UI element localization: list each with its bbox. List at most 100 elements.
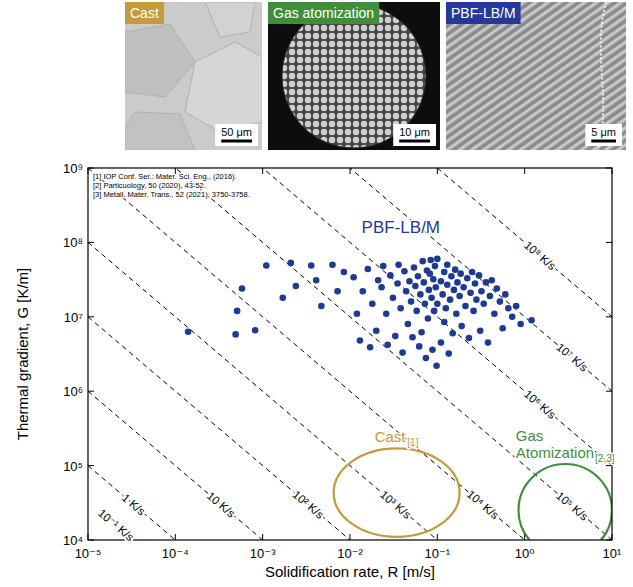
- panel-label: Gas atomization: [273, 5, 374, 21]
- tick-label: 10⁹: [63, 161, 83, 176]
- region-label: Gas: [516, 427, 544, 444]
- tick-label: 10⁻⁵: [75, 546, 102, 561]
- data-point: [434, 256, 441, 263]
- tick: [350, 168, 351, 174]
- grain: [185, 42, 262, 132]
- data-point: [439, 291, 446, 298]
- data-point: [432, 284, 439, 291]
- data-point: [509, 314, 516, 321]
- data-point: [476, 272, 483, 279]
- data-point: [405, 321, 412, 328]
- plot-frame: [88, 168, 612, 540]
- data-point: [239, 285, 246, 292]
- data-point: [329, 261, 336, 268]
- data-point: [418, 329, 425, 336]
- data-point: [427, 270, 434, 277]
- data-point: [403, 288, 410, 295]
- tick-label: 10¹: [603, 546, 622, 561]
- panel-label-box: [268, 2, 379, 24]
- data-point: [384, 342, 391, 349]
- data-point: [406, 278, 413, 285]
- data-point: [375, 277, 382, 284]
- data-point: [473, 296, 480, 303]
- isoline: [88, 168, 612, 540]
- tick: [175, 534, 176, 540]
- data-point: [466, 335, 473, 342]
- data-point: [380, 263, 387, 270]
- reference: [3] Metall. Mater. Trans., 52 (2021), 37…: [93, 190, 250, 199]
- scale-bar: [221, 140, 252, 143]
- micrograph-bg: [268, 2, 440, 150]
- tick: [606, 168, 612, 169]
- data-point: [392, 333, 399, 340]
- data-point: [252, 327, 259, 334]
- grain: [125, 112, 195, 150]
- tick: [606, 316, 612, 317]
- scale-bar-box: [215, 124, 258, 146]
- data-point: [477, 327, 484, 334]
- data-point: [452, 266, 459, 273]
- data-point: [460, 284, 467, 291]
- panel-label: PBF-LB/M: [451, 5, 516, 21]
- tick-label: 10⁻²: [337, 546, 363, 561]
- data-point: [454, 279, 461, 286]
- data-point: [279, 295, 286, 302]
- data-point: [483, 279, 490, 286]
- plot-area: [88, 168, 612, 540]
- data-point: [464, 275, 471, 282]
- micrograph: [125, 2, 262, 150]
- data-point: [467, 290, 474, 297]
- data-point: [429, 347, 436, 354]
- grain: [125, 24, 195, 97]
- data-point: [288, 260, 295, 267]
- data-point: [438, 278, 445, 285]
- data-point: [505, 305, 512, 312]
- data-point: [457, 270, 464, 277]
- tick: [88, 540, 94, 541]
- data-point: [293, 283, 300, 290]
- data-point: [365, 266, 372, 273]
- tick: [606, 465, 612, 466]
- scale-bar-label: 5 μm: [591, 126, 616, 138]
- data-point: [421, 279, 428, 286]
- tick: [350, 534, 351, 540]
- data-point: [412, 283, 419, 290]
- tick: [612, 168, 613, 174]
- tick-label: 10⁶: [63, 384, 83, 399]
- data-point: [401, 268, 408, 275]
- data-point: [478, 288, 485, 295]
- tick-label: 10⁰: [515, 546, 535, 561]
- tick-label: 10⁻⁴: [162, 546, 189, 561]
- tick-label: 10⁻¹: [425, 546, 451, 561]
- tick-label: 10⁷: [64, 310, 83, 325]
- tick: [88, 534, 89, 540]
- data-point: [442, 305, 449, 312]
- tick: [88, 391, 94, 392]
- data-point: [456, 293, 463, 300]
- data-point: [415, 273, 422, 280]
- data-point: [497, 298, 504, 305]
- tick: [606, 242, 612, 243]
- data-point: [453, 310, 460, 317]
- tick: [437, 168, 438, 174]
- grain: [205, 2, 255, 37]
- data-point: [441, 319, 448, 326]
- data-point: [487, 293, 494, 300]
- isoline-label: 10⁴ K/s: [465, 488, 502, 522]
- isoline-label: 10⁷ K/s: [554, 341, 590, 374]
- data-point: [308, 262, 315, 269]
- data-point: [263, 262, 270, 269]
- tick: [88, 316, 94, 317]
- data-point: [397, 305, 404, 312]
- data-point: [438, 339, 445, 346]
- tick-label: 10⁴: [63, 533, 83, 548]
- data-point: [357, 337, 364, 344]
- isoline-label: 10² K/s: [291, 488, 327, 521]
- data-point: [359, 288, 366, 295]
- reference: [1] IOP Conf. Ser.: Mater. Sci. Eng., (2…: [93, 172, 237, 181]
- data-point: [232, 331, 239, 338]
- data-point: [432, 263, 439, 270]
- tick: [606, 540, 612, 541]
- data-point: [419, 258, 426, 265]
- data-point: [395, 261, 402, 268]
